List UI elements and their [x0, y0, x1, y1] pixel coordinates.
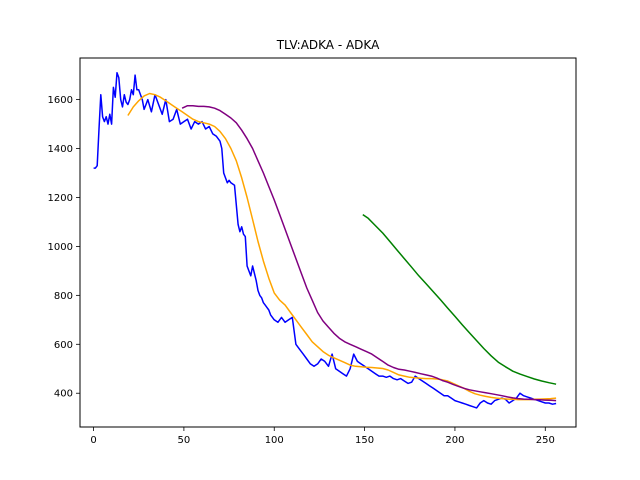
series-layer [93, 71, 557, 409]
series-line-2 [127, 92, 557, 401]
y-tick-label: 1400 [48, 144, 73, 155]
x-tick-label: 50 [178, 435, 191, 446]
y-tick-label: 1600 [48, 95, 73, 106]
x-tick-label: 100 [265, 435, 284, 446]
y-tick-label: 1000 [48, 242, 73, 253]
x-tick-label: 250 [536, 435, 555, 446]
series-line-4 [362, 213, 557, 385]
y-tick-label: 1200 [48, 193, 73, 204]
y-tick-label: 800 [54, 291, 73, 302]
series-line-3 [181, 104, 557, 402]
series-line-1 [93, 71, 557, 409]
chart-title: TLV:ADKA - ADKA [276, 38, 380, 52]
plot-area-frame [79, 57, 577, 428]
x-tick-label: 200 [445, 435, 464, 446]
axis-layer: 0 50 100 150 200 250 400 600 800 1000 1200 1400 1600 [48, 95, 555, 446]
x-tick-label: 150 [355, 435, 374, 446]
x-tick-label: 0 [90, 435, 96, 446]
y-tick-label: 600 [54, 340, 73, 351]
y-tick-label: 400 [54, 389, 73, 400]
